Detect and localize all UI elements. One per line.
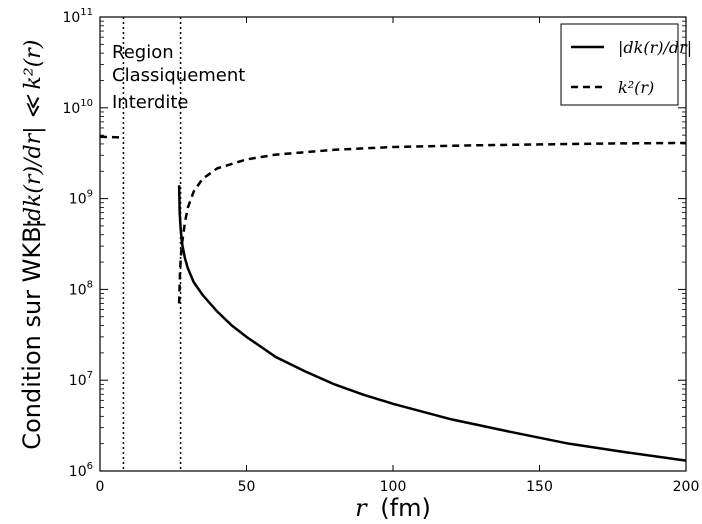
x-tick-label-2: 100 — [380, 479, 407, 495]
legend: |dk(r)/dr| k²(r) — [560, 23, 692, 106]
x-axis-unit: (fm) — [380, 494, 431, 522]
y-tick-label-4: 1010 — [62, 98, 93, 117]
series-2-line-segment-1 — [99, 135, 124, 139]
annotation-line-2: Classiquement — [112, 65, 245, 86]
x-tick-label-0: 0 — [96, 479, 105, 495]
x-tick-label-1: 50 — [238, 479, 256, 495]
x-tick-label-3: 150 — [526, 479, 553, 495]
y-tick-label-3: 109 — [69, 189, 93, 208]
chart-marks — [99, 17, 687, 471]
legend-label-series-1: |dk(r)/dr| — [618, 38, 692, 57]
y-tick-label-5: 1011 — [62, 7, 93, 26]
annotation-line-1: Region — [112, 42, 174, 63]
y-axis-label: Condition sur WKB: |dk(r)/dr| ≪ k²(r) — [18, 40, 46, 450]
y-tick-label-2: 108 — [69, 279, 93, 298]
series-2-line-segment-2 — [177, 141, 687, 304]
y-axis-label-prefix: Condition sur WKB: — [18, 218, 46, 449]
y-tick-label-1: 107 — [69, 370, 93, 389]
x-tick-label-4: 200 — [673, 479, 700, 495]
y-tick-label-0: 106 — [69, 461, 93, 480]
series-1-line — [177, 185, 687, 462]
annotation-line-3: Interdite — [112, 92, 189, 113]
axis-ticks: 0 50 100 150 200 106 107 108 109 1010 1011 — [62, 7, 699, 495]
legend-box — [560, 23, 679, 106]
x-axis-variable: r — [355, 494, 368, 522]
x-axis-label: r (fm) — [355, 494, 431, 522]
y-axis-label-math: |dk(r)/dr| ≪ k²(r) — [21, 40, 46, 229]
legend-label-series-2: k²(r) — [618, 78, 654, 97]
